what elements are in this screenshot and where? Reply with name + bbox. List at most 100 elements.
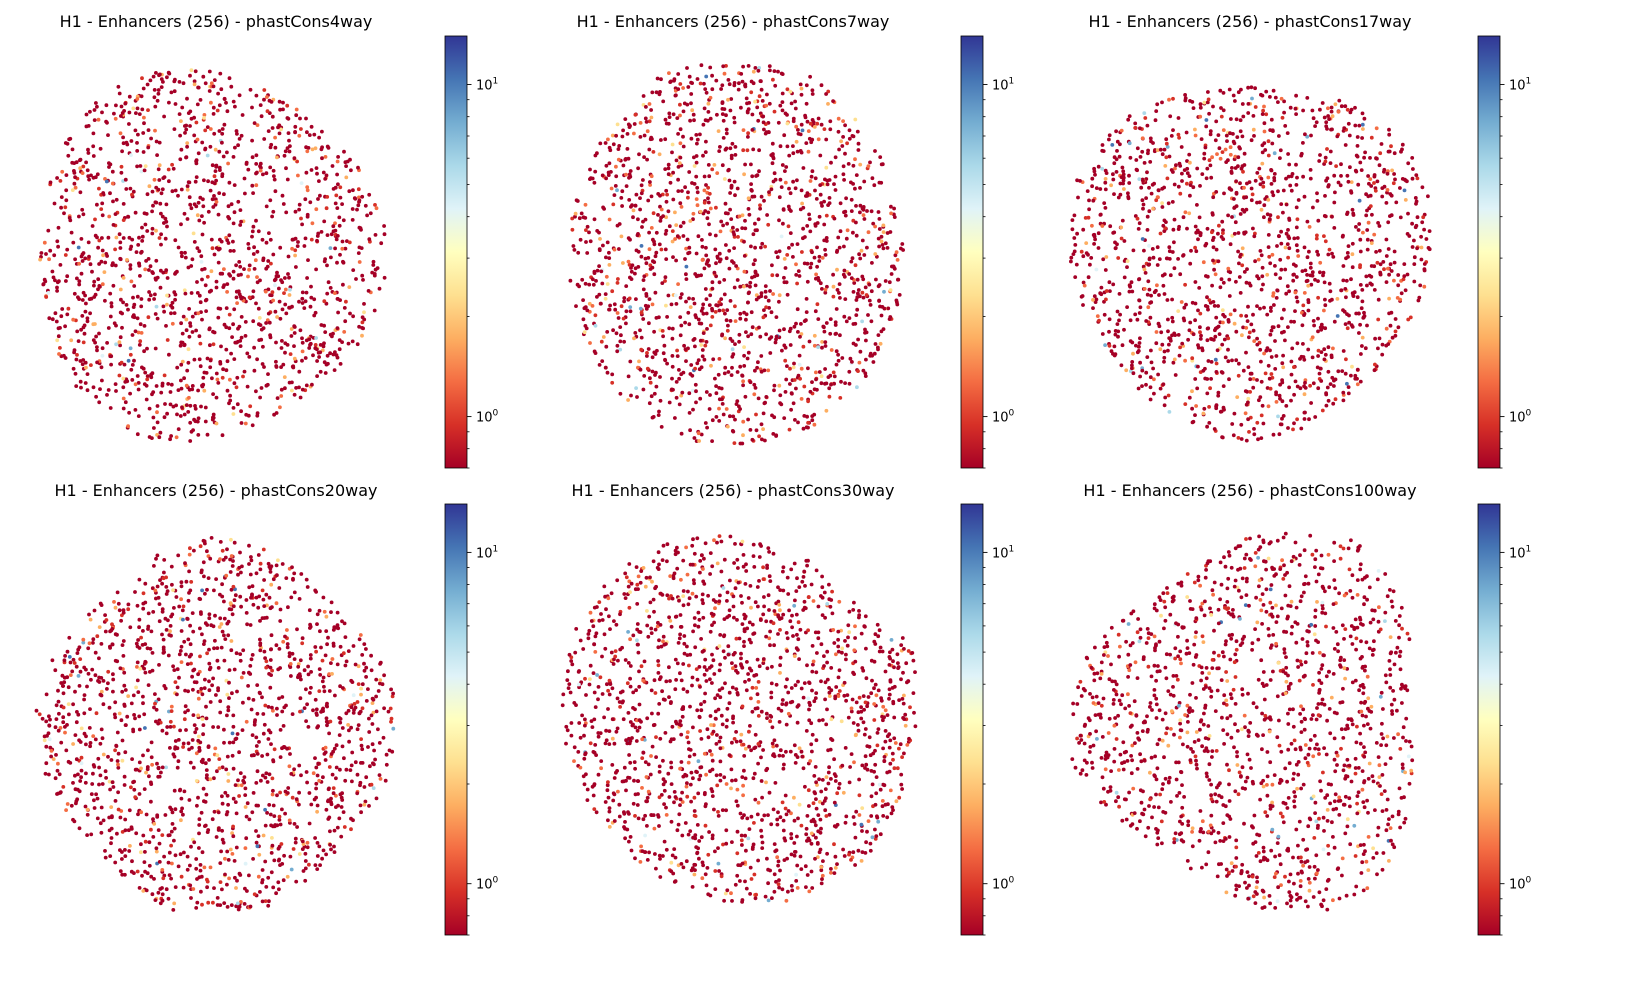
- scatter-point: [154, 228, 158, 233]
- scatter-point: [1364, 274, 1369, 279]
- scatter-point: [1227, 377, 1231, 382]
- scatter-point: [1268, 386, 1273, 391]
- scatter-point: [1134, 343, 1138, 348]
- scatter-point: [1104, 255, 1109, 259]
- scatter-point: [724, 318, 729, 323]
- scatter-point: [281, 107, 285, 112]
- scatter-point: [1140, 237, 1145, 241]
- scatter-point: [1226, 347, 1230, 352]
- scatter-point: [1112, 161, 1117, 166]
- scatter-point: [727, 178, 732, 183]
- scatter-point: [793, 186, 798, 191]
- scatter-point: [221, 367, 226, 372]
- scatter-point: [273, 277, 278, 282]
- scatter-point: [157, 236, 162, 240]
- scatter-point: [1240, 164, 1245, 169]
- scatter-point: [183, 255, 188, 260]
- scatter-point: [847, 136, 852, 141]
- scatter-point: [603, 365, 608, 370]
- scatter-point: [1130, 289, 1135, 294]
- scatter-point: [368, 211, 373, 216]
- scatter-point: [1208, 132, 1213, 137]
- scatter-point: [644, 105, 648, 109]
- scatter-point: [319, 147, 324, 152]
- scatter-point: [80, 298, 85, 302]
- scatter-point: [248, 404, 253, 409]
- scatter-point: [701, 331, 706, 335]
- scatter-point: [610, 289, 615, 294]
- scatter-point: [674, 223, 679, 228]
- scatter-point: [873, 252, 878, 256]
- scatter-point: [1142, 161, 1147, 165]
- scatter-point: [1260, 112, 1265, 116]
- scatter-point: [677, 368, 681, 372]
- scatter-point: [167, 352, 171, 357]
- scatter-point: [1230, 422, 1235, 426]
- scatter-point: [53, 278, 57, 283]
- scatter-point: [119, 164, 124, 169]
- scatter-point: [621, 316, 626, 321]
- scatter-point: [1362, 116, 1367, 121]
- scatter-point: [780, 91, 785, 96]
- scatter-point: [1320, 408, 1325, 413]
- scatter-point: [172, 127, 177, 131]
- scatter-point: [820, 345, 824, 350]
- scatter-point: [215, 377, 220, 382]
- scatter-point: [759, 87, 764, 92]
- scatter-point: [585, 224, 590, 229]
- scatter-point: [1122, 275, 1127, 280]
- scatter-point: [157, 178, 162, 182]
- scatter-point: [1278, 257, 1283, 262]
- scatter-point: [243, 334, 248, 338]
- scatter-point: [63, 356, 68, 360]
- scatter-point: [1226, 336, 1231, 341]
- scatter-point: [136, 132, 140, 137]
- scatter-point: [1125, 259, 1130, 263]
- scatter-point: [1295, 341, 1300, 346]
- scatter-point: [649, 194, 654, 199]
- scatter-point: [103, 260, 108, 265]
- scatter-point: [92, 283, 96, 288]
- scatter-point: [825, 182, 830, 187]
- scatter-point: [1271, 294, 1275, 298]
- scatter-point: [1300, 269, 1305, 273]
- scatter-point: [1114, 170, 1119, 174]
- scatter-point: [754, 428, 759, 433]
- scatter-point: [356, 165, 360, 170]
- scatter-point: [856, 148, 861, 152]
- scatter-point: [717, 259, 722, 264]
- scatter-point: [363, 799, 368, 804]
- scatter-point: [1295, 236, 1300, 240]
- scatter-point: [1376, 317, 1381, 322]
- scatter-point: [1251, 127, 1256, 132]
- scatter-point: [1149, 293, 1153, 298]
- scatter-point: [1144, 319, 1149, 323]
- scatter-point: [231, 276, 236, 281]
- scatter-point: [231, 249, 236, 253]
- scatter-point: [70, 188, 75, 193]
- scatter-point: [323, 330, 328, 334]
- scatter-point: [616, 157, 621, 162]
- scatter-point: [774, 250, 779, 255]
- scatter-point: [765, 213, 769, 217]
- scatter-point: [763, 244, 767, 249]
- scatter-point: [1252, 234, 1257, 239]
- scatter-point: [247, 267, 252, 272]
- scatter-point: [1143, 271, 1148, 275]
- scatter-point: [1357, 311, 1361, 316]
- scatter-point: [178, 133, 183, 138]
- scatter-point: [794, 262, 798, 267]
- scatter-point: [172, 79, 177, 84]
- scatter-point: [121, 385, 126, 390]
- scatter-point: [118, 246, 123, 250]
- scatter-point: [82, 331, 87, 336]
- scatter-point: [821, 324, 826, 329]
- scatter-point: [1122, 187, 1126, 191]
- scatter-point: [900, 242, 905, 246]
- scatter-point: [1367, 273, 1372, 278]
- scatter-point: [1147, 244, 1151, 248]
- scatter-point: [1373, 362, 1377, 367]
- scatter-point: [787, 186, 791, 191]
- scatter-point: [743, 226, 748, 231]
- scatter-point: [277, 131, 282, 136]
